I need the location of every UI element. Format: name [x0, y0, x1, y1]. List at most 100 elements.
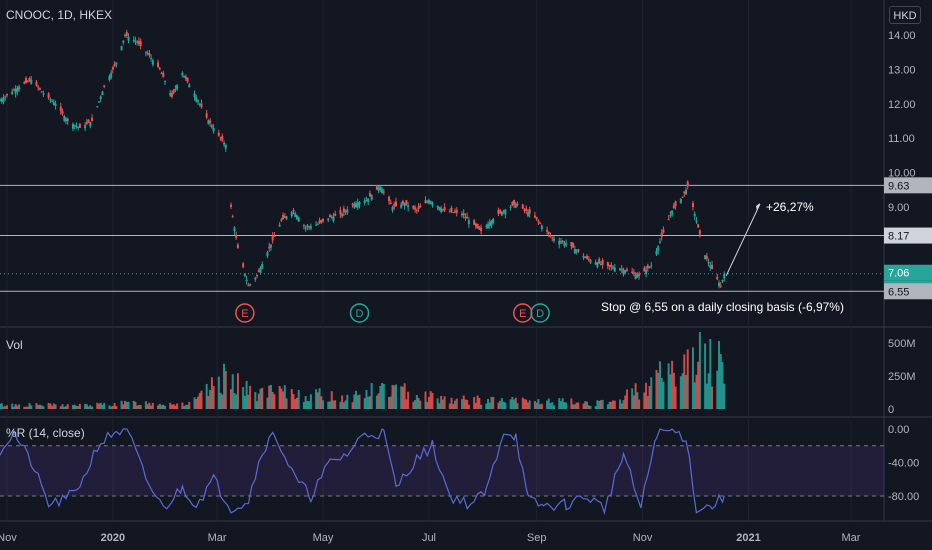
volume-bar	[84, 404, 87, 409]
volume-bar	[497, 402, 500, 409]
volume-bar	[537, 399, 540, 409]
candle-body	[393, 204, 396, 207]
volume-bar	[438, 403, 441, 409]
volume-bar	[452, 404, 455, 409]
volume-bar	[650, 377, 653, 409]
volume-bar	[63, 406, 66, 409]
volume-bar	[367, 396, 370, 409]
candle-body	[12, 89, 15, 91]
volume-bar	[478, 397, 481, 409]
volume-bar	[327, 401, 330, 409]
candle-body	[707, 262, 710, 264]
volume-bar	[391, 384, 394, 409]
volume-bar	[132, 400, 135, 409]
candle-body	[521, 204, 524, 209]
candle-body	[273, 235, 276, 237]
horizontal-levels[interactable]	[0, 184, 884, 292]
volume-bar	[685, 375, 688, 409]
volume-bar	[184, 404, 187, 409]
volume-bar	[75, 405, 78, 409]
candle-body	[170, 92, 173, 97]
candle-body	[0, 100, 1, 102]
volume-bar	[16, 405, 19, 409]
volume-bar	[533, 401, 536, 409]
volume-bar	[577, 402, 580, 409]
volume-bar	[547, 398, 550, 409]
candle-body	[61, 111, 64, 114]
candle-body	[35, 81, 38, 86]
volume-bar	[346, 394, 349, 409]
candle-body	[134, 40, 137, 42]
volume-bar	[224, 370, 227, 409]
volume-bar	[513, 399, 516, 409]
axes[interactable]: 14.00 13.00 12.00 11.00 10.00 9.00 500M 250M 0 0.…	[0, 30, 932, 544]
candle-body	[488, 222, 491, 227]
candle-body	[124, 35, 127, 36]
candle-body	[127, 36, 130, 41]
candle-body	[589, 259, 592, 263]
volume-bar	[28, 403, 31, 409]
candle-body	[294, 212, 297, 217]
volume-bar	[561, 398, 564, 409]
volume-bar	[268, 385, 271, 409]
volume-bar	[632, 395, 635, 409]
candle-body	[320, 220, 323, 223]
volume-bar	[328, 401, 331, 409]
price-tag-label: 6.55	[888, 286, 909, 298]
candle-body	[584, 257, 587, 259]
volume-bar	[511, 396, 514, 409]
currency-button[interactable]: HKD	[889, 6, 921, 24]
candle-body	[101, 91, 104, 96]
volume-bar	[492, 396, 495, 409]
volume-bar	[183, 405, 186, 409]
symbol-title[interactable]: CNOOC, 1D, HKEX	[6, 8, 113, 22]
candle-body	[401, 201, 404, 205]
candle-body	[146, 53, 149, 55]
candle-body	[344, 210, 347, 212]
volume-bar	[622, 400, 625, 409]
volume-bar	[707, 373, 710, 409]
volume-bar	[217, 376, 220, 409]
candle-body	[419, 205, 422, 208]
candle-body	[683, 191, 686, 194]
candle-body	[431, 202, 434, 206]
candle-body	[47, 93, 50, 98]
candle-body	[417, 206, 420, 209]
volume-bar	[379, 385, 382, 409]
volume-bar	[719, 354, 722, 409]
candle-body	[391, 207, 394, 211]
volume-bar	[375, 395, 378, 409]
target-arrow	[725, 203, 761, 276]
volume-bar	[315, 389, 318, 409]
candle-body	[25, 77, 28, 83]
candle-body	[18, 86, 21, 90]
candle-body	[66, 118, 69, 121]
candle-body	[516, 204, 519, 206]
candle-body	[443, 207, 446, 211]
candle-body	[254, 277, 257, 280]
candle-body	[561, 240, 564, 243]
volume-bar	[162, 404, 165, 409]
candle-body	[96, 106, 99, 108]
volume-bar	[565, 402, 568, 409]
candle-body	[718, 282, 721, 287]
volume-bar	[193, 397, 196, 409]
volume-bar	[14, 404, 17, 409]
candle-body	[195, 96, 198, 102]
candle-body	[40, 91, 43, 93]
overbought-oversold-band	[0, 445, 884, 496]
price-tick-label: 12.00	[888, 99, 916, 111]
volume-bar	[638, 399, 641, 409]
volume-bar	[342, 402, 345, 409]
volume-bar	[431, 392, 434, 409]
candle-body	[669, 214, 672, 216]
volume-bar	[205, 383, 208, 409]
volume-bar	[30, 405, 33, 409]
volume-bar	[572, 404, 575, 409]
volume-bar	[294, 399, 297, 409]
candle-body	[575, 250, 578, 252]
volume-bar	[643, 392, 646, 409]
volume-bar	[662, 381, 665, 409]
